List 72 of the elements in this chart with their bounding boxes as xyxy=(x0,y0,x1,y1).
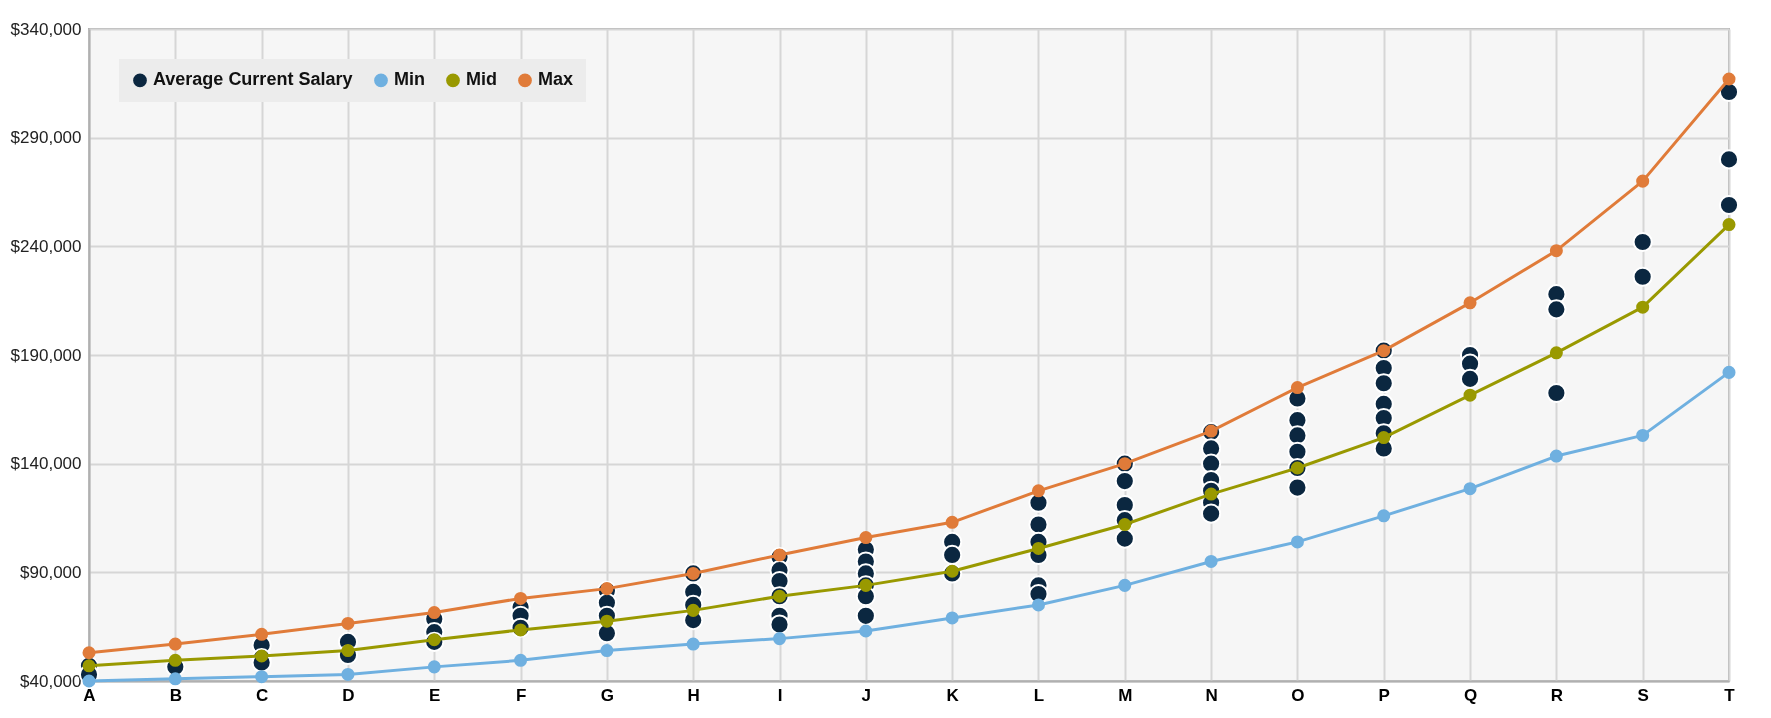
legend-label: Max xyxy=(538,69,574,90)
x-tick-label: L xyxy=(1033,685,1045,705)
legend-label: Average Current Salary xyxy=(153,69,353,90)
y-tick-label: $140,000 xyxy=(10,454,82,474)
point xyxy=(341,667,355,681)
x-tick-label: Q xyxy=(1463,685,1478,705)
x-tick-label: N xyxy=(1205,685,1218,705)
point xyxy=(1204,554,1218,568)
point xyxy=(1118,578,1132,592)
x-tick-label: A xyxy=(83,685,96,705)
y-tick-label: $40,000 xyxy=(20,671,82,691)
point xyxy=(1549,244,1563,258)
x-tick-label: M xyxy=(1118,685,1133,705)
x-tick-label: F xyxy=(515,685,527,705)
point xyxy=(945,515,959,529)
point xyxy=(255,627,269,641)
point xyxy=(1636,174,1650,188)
point xyxy=(82,674,96,688)
point xyxy=(255,670,269,684)
point xyxy=(1031,598,1045,612)
point xyxy=(1377,509,1391,523)
point xyxy=(1463,388,1477,402)
point xyxy=(82,646,96,660)
point xyxy=(859,531,873,545)
x-tick-label: R xyxy=(1550,685,1564,705)
x-tick-label: G xyxy=(600,685,615,705)
x-tick-label: B xyxy=(169,685,182,705)
point xyxy=(1549,449,1563,463)
x-tick-label: E xyxy=(429,685,441,705)
point xyxy=(427,660,441,674)
x-tick-label: P xyxy=(1378,685,1390,705)
point xyxy=(514,653,528,667)
y-tick-label: $190,000 xyxy=(10,345,82,365)
point xyxy=(1636,428,1650,442)
x-tick-label: I xyxy=(777,685,783,705)
point xyxy=(686,637,700,651)
point xyxy=(1636,300,1650,314)
point xyxy=(600,644,614,658)
point xyxy=(514,591,528,605)
x-tick-label: K xyxy=(946,685,960,705)
point xyxy=(1549,346,1563,360)
point xyxy=(168,653,182,667)
point xyxy=(1722,72,1736,86)
x-tick-label: J xyxy=(861,685,872,705)
point xyxy=(1290,535,1304,549)
point xyxy=(1463,296,1477,310)
point xyxy=(945,611,959,625)
legend-label: Mid xyxy=(466,69,497,90)
y-tick-label: $240,000 xyxy=(10,236,82,256)
point xyxy=(1722,365,1736,379)
point xyxy=(1290,381,1304,395)
point xyxy=(859,624,873,638)
x-tick-label: S xyxy=(1637,685,1649,705)
point xyxy=(1031,541,1045,555)
x-tick-label: H xyxy=(687,685,700,705)
legend-label: Min xyxy=(394,69,425,90)
point xyxy=(1722,218,1736,232)
point xyxy=(1463,482,1477,496)
x-tick-label: O xyxy=(1291,685,1305,705)
point xyxy=(82,659,96,673)
y-tick-label: $90,000 xyxy=(20,562,82,582)
x-tick-label: T xyxy=(1724,685,1736,705)
y-tick-label: $340,000 xyxy=(10,19,82,39)
point xyxy=(427,606,441,620)
y-tick-label: $290,000 xyxy=(10,128,82,148)
point xyxy=(341,616,355,630)
point xyxy=(168,672,182,686)
x-tick-label: D xyxy=(342,685,355,705)
point xyxy=(168,637,182,651)
x-tick-label: C xyxy=(255,685,269,705)
point xyxy=(1031,484,1045,498)
point xyxy=(773,632,787,646)
